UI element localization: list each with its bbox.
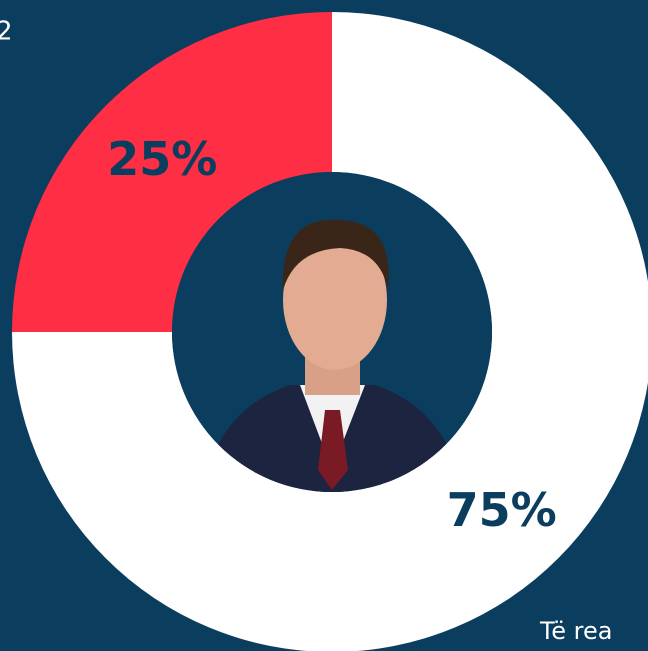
labels: 25% 75%	[107, 132, 557, 537]
value-label: 25%	[107, 132, 217, 186]
value-label: 75%	[447, 483, 557, 537]
slices	[12, 12, 648, 651]
annotation: Të rea	[539, 617, 613, 645]
hair	[282, 219, 389, 290]
slice	[12, 12, 332, 332]
tie	[318, 410, 348, 490]
portrait	[172, 172, 492, 492]
face	[283, 230, 387, 370]
annotation: 2	[0, 17, 13, 47]
slice	[12, 12, 648, 651]
